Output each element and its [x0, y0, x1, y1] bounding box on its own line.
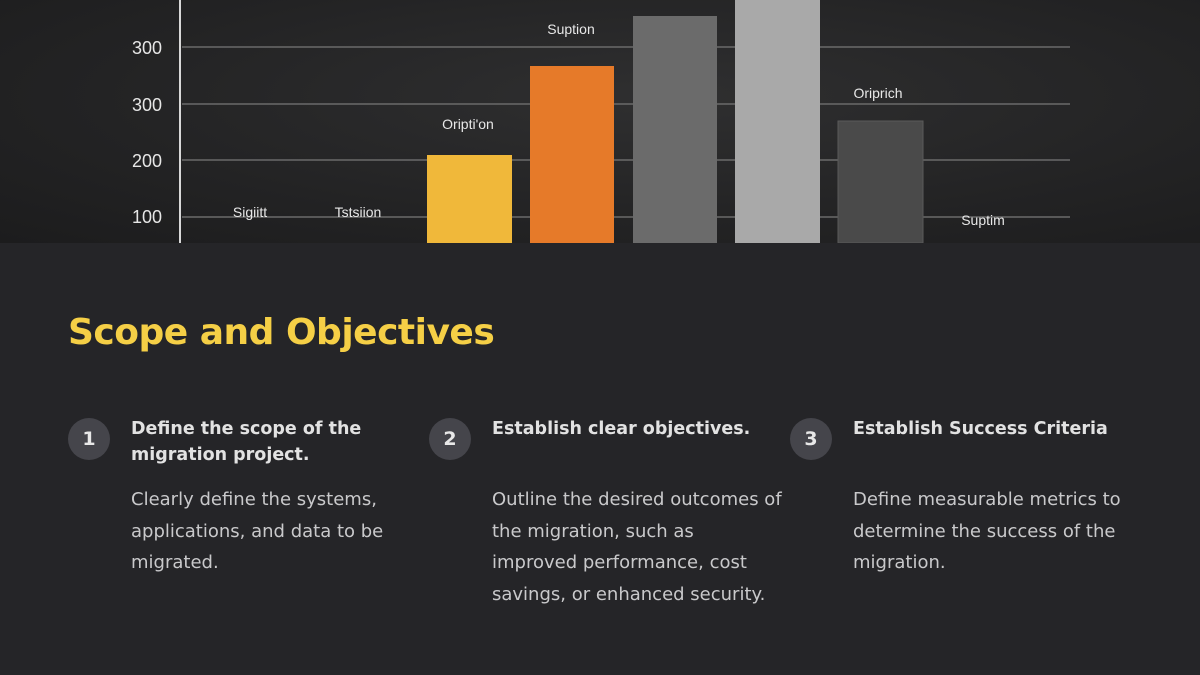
y-tick-label: 300	[132, 38, 162, 58]
bar	[427, 155, 512, 243]
bar-label: Tstsiion	[335, 204, 382, 220]
step-title: Define the scope of the migration projec…	[131, 419, 362, 465]
step-number-badge: 2	[429, 418, 471, 460]
bar-label: Suptim	[961, 212, 1005, 228]
step-title: Establish clear objectives.	[492, 419, 751, 439]
step-title: Establish Success Criteria	[853, 419, 1108, 439]
bar	[633, 16, 717, 243]
section-title: Scope and Objectives	[68, 312, 495, 353]
chart-image: 300 300 200 100 Sigiitt Tstsiion Oripti'…	[0, 0, 1200, 243]
bar-label: Sigiitt	[233, 204, 267, 220]
bar-label: Oriprich	[853, 85, 902, 101]
y-tick-label: 200	[132, 151, 162, 171]
bar-label: Oripti'on	[442, 116, 494, 132]
bar	[837, 120, 924, 243]
bar	[530, 66, 614, 243]
step-description: Clearly define the systems, applications…	[131, 489, 384, 573]
step-description: Outline the desired outcomes of the migr…	[492, 489, 782, 605]
bar	[735, 0, 820, 243]
bar-label: Suption	[547, 21, 594, 37]
step-description: Define measurable metrics to determine t…	[853, 489, 1121, 573]
y-tick-label: 300	[132, 95, 162, 115]
bar-chart: 300 300 200 100 Sigiitt Tstsiion Oripti'…	[132, 0, 1070, 243]
step-number-badge: 1	[68, 418, 110, 460]
y-tick-label: 100	[132, 207, 162, 227]
step-number-badge: 3	[790, 418, 832, 460]
